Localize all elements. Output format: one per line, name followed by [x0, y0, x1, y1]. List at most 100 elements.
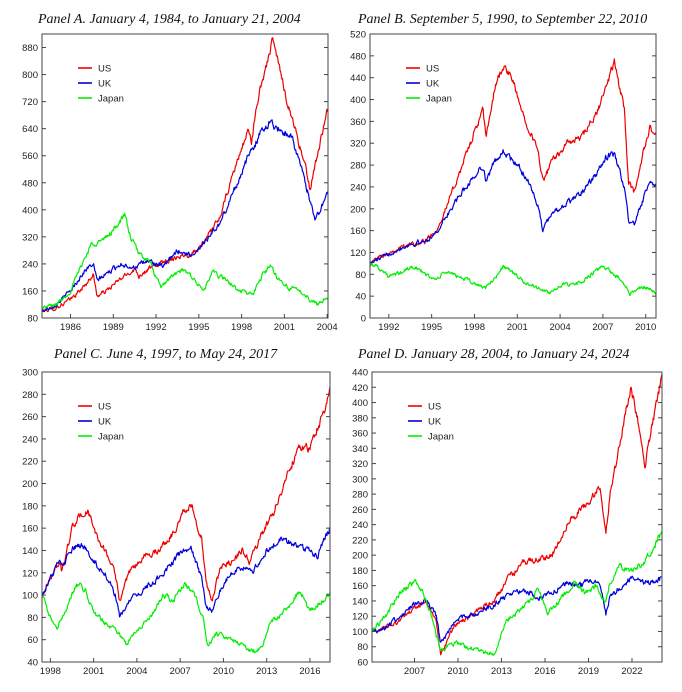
- y-tick-label: 360: [350, 117, 366, 128]
- series-group: [42, 37, 328, 313]
- x-tick-label: 2016: [534, 666, 555, 677]
- y-tick-label: 520: [350, 30, 366, 41]
- x-tick-label: 1995: [421, 322, 442, 333]
- series-line-uk: [370, 149, 656, 266]
- y-tick-label: 280: [350, 161, 366, 172]
- y-tick-label: 380: [352, 413, 368, 424]
- y-tick-label: 40: [27, 658, 38, 669]
- x-tick-label: 1992: [145, 322, 166, 333]
- legend-label-japan: Japan: [428, 432, 454, 443]
- y-tick-label: 300: [352, 474, 368, 485]
- y-tick-label: 800: [22, 70, 38, 81]
- y-tick-label: 320: [352, 459, 368, 470]
- panel-c: Panel C. June 4, 1997, to May 24, 2017 40…: [22, 347, 331, 677]
- series-line-japan: [370, 262, 656, 297]
- plot-frame: [41, 33, 329, 319]
- panel-title: Panel C. June 4, 1997, to May 24, 2017: [53, 347, 278, 362]
- panel-b: Panel B. September 5, 1990, to September…: [350, 12, 657, 333]
- y-tick-label: 80: [357, 642, 368, 653]
- y-tick-label: 100: [22, 591, 38, 602]
- y-tick-label: 400: [352, 398, 368, 409]
- y-tick-label: 880: [22, 43, 38, 54]
- series-line-japan: [372, 530, 662, 656]
- y-tick-label: 320: [22, 232, 38, 243]
- x-tick-label: 1992: [378, 322, 399, 333]
- x-tick-label: 1998: [231, 322, 252, 333]
- legend-label-uk: UK: [426, 79, 440, 90]
- y-tick-label: 400: [350, 95, 366, 106]
- series-line-us: [370, 58, 656, 267]
- y-tick-label: 200: [22, 479, 38, 490]
- x-tick-label: 1998: [464, 322, 485, 333]
- legend-label-us: US: [428, 402, 441, 413]
- series-line-us: [42, 386, 330, 602]
- x-tick-label: 2001: [507, 322, 528, 333]
- y-tick-label: 320: [350, 139, 366, 150]
- plot-frame: [369, 33, 657, 319]
- y-tick-label: 240: [352, 520, 368, 531]
- y-tick-label: 240: [22, 434, 38, 445]
- panel-title: Panel D. January 28, 2004, to January 24…: [357, 347, 629, 362]
- legend-label-japan: Japan: [98, 432, 124, 443]
- y-tick-label: 160: [350, 226, 366, 237]
- y-tick-label: 480: [350, 51, 366, 62]
- panel-title: Panel A. January 4, 1984, to January 21,…: [37, 12, 301, 27]
- y-tick-label: 80: [27, 314, 38, 325]
- y-tick-label: 220: [352, 535, 368, 546]
- y-tick-label: 140: [22, 546, 38, 557]
- y-tick-label: 0: [361, 314, 366, 325]
- y-tick-label: 120: [22, 568, 38, 579]
- y-tick-label: 120: [352, 612, 368, 623]
- legend-label-us: US: [98, 402, 111, 413]
- legend-label-japan: Japan: [426, 94, 452, 105]
- legend-label-uk: UK: [98, 79, 112, 90]
- y-tick-label: 480: [22, 178, 38, 189]
- y-tick-label: 80: [27, 613, 38, 624]
- x-tick-label: 2010: [213, 666, 234, 677]
- y-tick-label: 180: [22, 501, 38, 512]
- y-tick-label: 360: [352, 429, 368, 440]
- legend-label-us: US: [98, 64, 111, 75]
- x-tick-label: 2004: [317, 322, 338, 333]
- panel-a: Panel A. January 4, 1984, to January 21,…: [22, 12, 338, 333]
- x-tick-label: 2022: [621, 666, 642, 677]
- y-tick-label: 440: [350, 73, 366, 84]
- y-tick-label: 260: [352, 505, 368, 516]
- panel-d: Panel D. January 28, 2004, to January 24…: [352, 347, 663, 677]
- x-tick-label: 2001: [274, 322, 295, 333]
- x-tick-label: 2016: [299, 666, 320, 677]
- legend-label-us: US: [426, 64, 439, 75]
- x-tick-label: 2007: [404, 666, 425, 677]
- plot-frame: [371, 371, 663, 663]
- series-group: [42, 386, 330, 654]
- x-tick-label: 2004: [550, 322, 571, 333]
- x-tick-label: 2013: [491, 666, 512, 677]
- y-tick-label: 560: [22, 151, 38, 162]
- series-line-uk: [372, 575, 662, 643]
- y-tick-label: 200: [350, 204, 366, 215]
- y-tick-label: 80: [355, 270, 366, 281]
- y-tick-label: 180: [352, 566, 368, 577]
- y-tick-label: 40: [355, 292, 366, 303]
- y-tick-label: 140: [352, 596, 368, 607]
- y-tick-label: 160: [352, 581, 368, 592]
- series-group: [370, 58, 656, 297]
- x-tick-label: 1998: [40, 666, 61, 677]
- series-group: [372, 374, 662, 656]
- y-tick-label: 640: [22, 124, 38, 135]
- panel-title: Panel B. September 5, 1990, to September…: [357, 12, 647, 27]
- y-tick-label: 720: [22, 97, 38, 108]
- y-tick-label: 160: [22, 524, 38, 535]
- series-line-japan: [42, 581, 330, 654]
- y-tick-label: 280: [22, 390, 38, 401]
- y-tick-label: 100: [352, 627, 368, 638]
- y-tick-label: 340: [352, 444, 368, 455]
- x-tick-label: 2007: [592, 322, 613, 333]
- x-tick-label: 2019: [578, 666, 599, 677]
- legend-label-uk: UK: [98, 417, 112, 428]
- y-tick-label: 400: [22, 205, 38, 216]
- y-tick-label: 220: [22, 457, 38, 468]
- y-tick-label: 280: [352, 490, 368, 501]
- y-tick-label: 200: [352, 551, 368, 562]
